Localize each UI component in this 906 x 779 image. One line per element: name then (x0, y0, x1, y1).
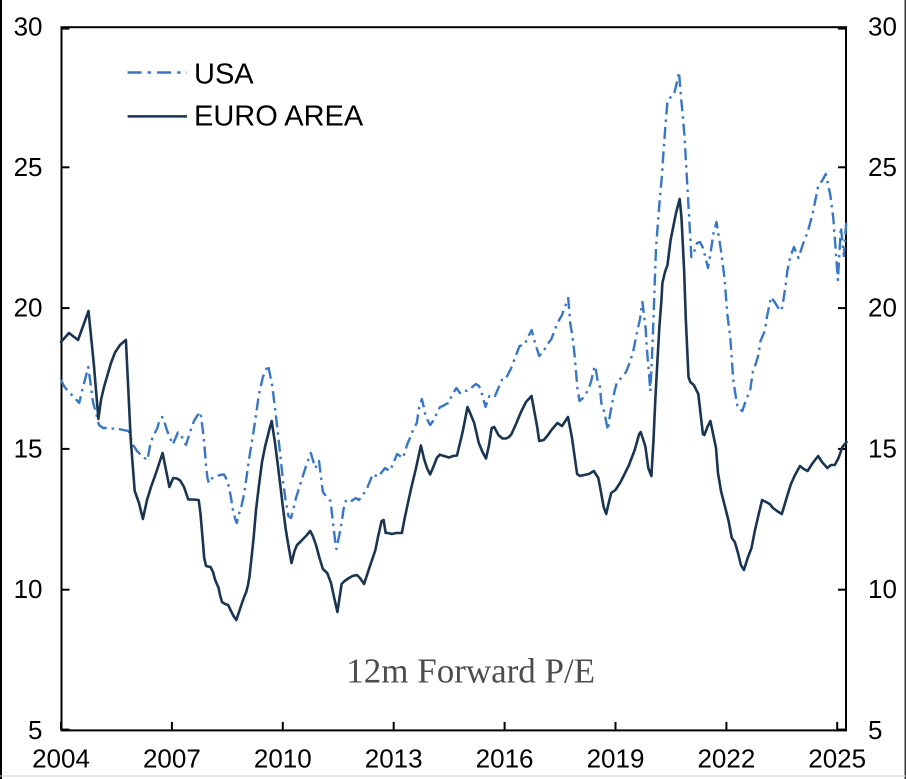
svg-text:2010: 2010 (254, 744, 312, 774)
svg-text:2004: 2004 (32, 744, 90, 774)
svg-text:12m Forward P/E: 12m Forward P/E (346, 652, 595, 691)
svg-text:25: 25 (868, 152, 897, 182)
svg-text:10: 10 (868, 574, 897, 604)
svg-text:USA: USA (194, 59, 254, 91)
svg-text:20: 20 (14, 293, 43, 323)
svg-text:2016: 2016 (476, 744, 534, 774)
svg-text:25: 25 (14, 152, 43, 182)
svg-text:30: 30 (868, 12, 897, 42)
svg-text:2013: 2013 (365, 744, 423, 774)
svg-text:15: 15 (14, 433, 43, 463)
svg-text:15: 15 (868, 433, 897, 463)
svg-text:5: 5 (868, 715, 882, 745)
svg-text:2025: 2025 (808, 744, 866, 774)
svg-text:10: 10 (14, 574, 43, 604)
svg-text:2022: 2022 (697, 744, 755, 774)
svg-text:5: 5 (28, 715, 42, 745)
svg-text:30: 30 (14, 12, 43, 42)
svg-text:EURO AREA: EURO AREA (194, 101, 364, 133)
svg-text:2019: 2019 (587, 744, 645, 774)
svg-text:2007: 2007 (143, 744, 201, 774)
svg-text:20: 20 (868, 293, 897, 323)
